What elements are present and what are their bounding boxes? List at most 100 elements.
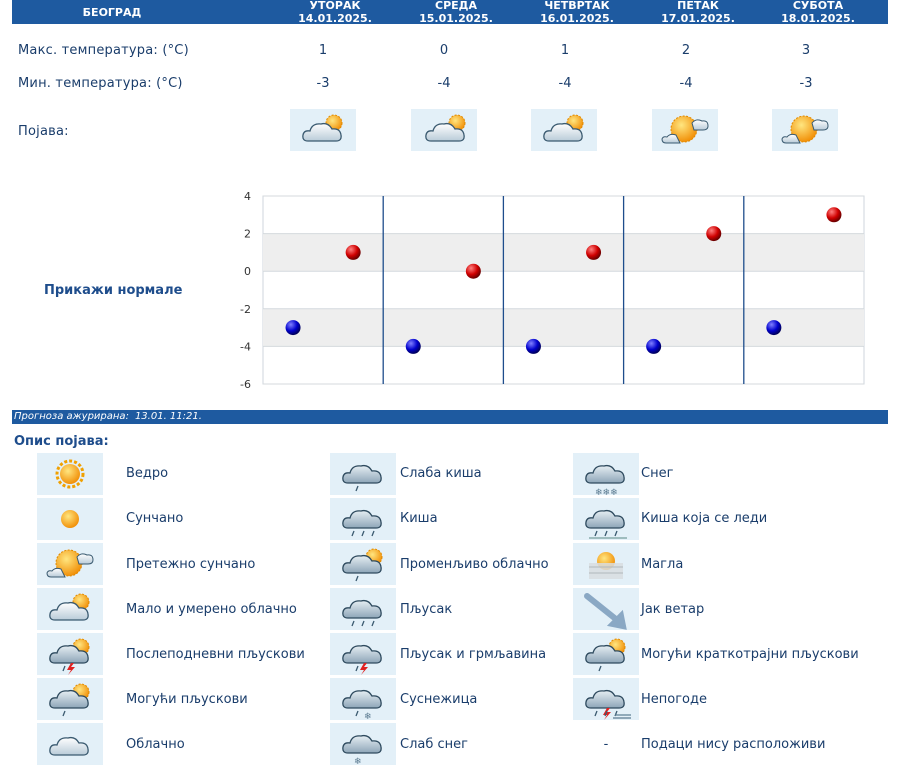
afternoon-showers-icon	[37, 633, 103, 675]
legend-title: Опис појава:	[14, 434, 109, 449]
day-date: 14.01.2025.	[298, 12, 372, 25]
mostly-cloudy-sun-icon	[290, 109, 356, 151]
y-tick-label: 4	[244, 190, 251, 203]
sleet-icon: ❄	[330, 678, 396, 722]
grid-band	[263, 308, 864, 347]
legend-label: Подаци нису расположиви	[641, 737, 826, 752]
day-date: 16.01.2025.	[540, 12, 614, 25]
phenomenon-label: Појава:	[18, 124, 69, 139]
svg-text:❄: ❄	[354, 757, 362, 765]
max-temp-value: 0	[439, 43, 449, 58]
update-bar: Прогноза ажурирана: 13.01. 11:21.	[12, 410, 888, 424]
day-name: ПЕТАК	[677, 0, 719, 12]
light-rain-icon	[330, 453, 396, 495]
city-name: БЕОГРАД	[82, 6, 142, 19]
sunny-icon	[37, 498, 103, 540]
day-date: 18.01.2025.	[781, 12, 855, 25]
y-tick-label: -2	[240, 303, 251, 316]
min-temp-marker	[525, 338, 541, 354]
possible-showers-icon	[37, 678, 103, 720]
y-tick-label: 0	[244, 265, 251, 278]
storm-icon	[573, 678, 639, 720]
day-name: СУБОТА	[792, 0, 844, 12]
legend-label: Магла	[641, 557, 684, 572]
mostly-sunny-icon	[37, 543, 103, 585]
max-temp-marker	[706, 226, 722, 242]
forecast-header: БЕОГРАД УТОРАК 14.01.2025. СРЕДА 15.01.2…	[12, 0, 888, 25]
legend-label: Непогоде	[641, 692, 707, 707]
min-temp-value: -4	[437, 76, 451, 91]
day-header: ПЕТАК 17.01.2025.	[638, 0, 758, 25]
shower-icon	[330, 588, 396, 630]
temperature-chart: 4 2 0 -2 -4 -6	[230, 186, 870, 395]
day-name: УТОРАК	[309, 0, 361, 12]
legend-label: Пљусак и грмљавина	[400, 647, 547, 662]
grid-band	[263, 233, 864, 272]
max-temp-value: 2	[681, 43, 691, 58]
svg-text:❄: ❄	[364, 712, 372, 720]
day-header: СУБОТА 18.01.2025.	[758, 0, 878, 25]
freezing-rain-icon	[573, 498, 639, 540]
min-temp-marker	[405, 338, 421, 354]
plot-area	[262, 195, 865, 385]
max-temp-label: Макс. температура: (°C)	[18, 43, 189, 58]
legend-label: Могући пљускови	[126, 692, 248, 707]
possible-short-showers-icon	[573, 633, 639, 675]
mostly-cloudy-sun-icon	[531, 109, 597, 151]
legend-label: Снег	[641, 466, 674, 481]
temperature-chart-svg: 4 2 0 -2 -4 -6	[240, 190, 865, 391]
legend-label: Суснежица	[400, 692, 478, 707]
clear-sky-icon	[37, 453, 103, 495]
max-temp-value: 1	[318, 43, 328, 58]
y-tick-label: -6	[240, 378, 251, 391]
legend-label: Могући краткотрајни пљускови	[641, 647, 859, 662]
legend-label: Јак ветар	[641, 602, 705, 617]
legend-label: Облачно	[126, 737, 185, 752]
day-name: ЧЕТВРТАК	[544, 0, 610, 12]
min-temp-marker	[646, 338, 662, 354]
max-temp-marker	[826, 207, 842, 223]
legend-label: Променљиво облачно	[400, 557, 549, 572]
fog-icon	[573, 543, 639, 585]
max-temp-value: 1	[560, 43, 570, 58]
mostly-sunny-icon	[652, 109, 718, 151]
thunderstorm-icon	[330, 633, 396, 675]
strong-wind-icon	[573, 588, 639, 630]
variable-cloudy-icon	[330, 543, 396, 585]
max-temp-marker	[586, 244, 602, 260]
update-value: 13.01. 11:21.	[134, 411, 202, 422]
legend-label: Слаба киша	[400, 466, 482, 481]
legend-label: Пљусак	[400, 602, 453, 617]
max-temp-value: 3	[801, 43, 811, 58]
min-temp-label: Мин. температура: (°C)	[18, 76, 183, 91]
min-temp-value: -4	[558, 76, 572, 91]
legend-label: Ведро	[126, 466, 169, 481]
day-date: 15.01.2025.	[419, 12, 493, 25]
legend-label: Киша	[400, 511, 438, 526]
update-label: Прогноза ажурирана:	[14, 411, 129, 422]
show-normals-link[interactable]: Прикажи нормале	[44, 283, 183, 298]
legend-label: Киша која се леди	[641, 511, 768, 526]
partly-cloudy-icon	[411, 109, 477, 151]
min-temp-value: -3	[316, 76, 330, 91]
y-tick-label: -4	[240, 340, 251, 353]
legend-label: Сунчано	[126, 511, 184, 526]
min-temp-value: -4	[679, 76, 693, 91]
min-temp-marker	[285, 320, 301, 336]
rain-icon	[330, 498, 396, 540]
light-snow-icon: ❄	[330, 723, 396, 767]
day-date: 17.01.2025.	[661, 12, 735, 25]
day-header: ЧЕТВРТАК 16.01.2025.	[517, 0, 637, 25]
day-header: УТОРАК 14.01.2025.	[275, 0, 395, 25]
legend-label: Претежно сунчано	[126, 557, 256, 572]
legend-label: Послеподневни пљускови	[126, 647, 305, 662]
mostly-sunny-icon	[772, 109, 838, 151]
day-name: СРЕДА	[435, 0, 477, 12]
y-tick-label: 2	[244, 228, 251, 241]
no-data-icon: -	[603, 737, 609, 752]
cloudy-icon	[37, 723, 103, 765]
min-temp-value: -3	[799, 76, 813, 91]
partly-cloudy-icon	[37, 588, 103, 630]
snow-icon	[573, 453, 639, 498]
max-temp-marker	[345, 244, 361, 260]
